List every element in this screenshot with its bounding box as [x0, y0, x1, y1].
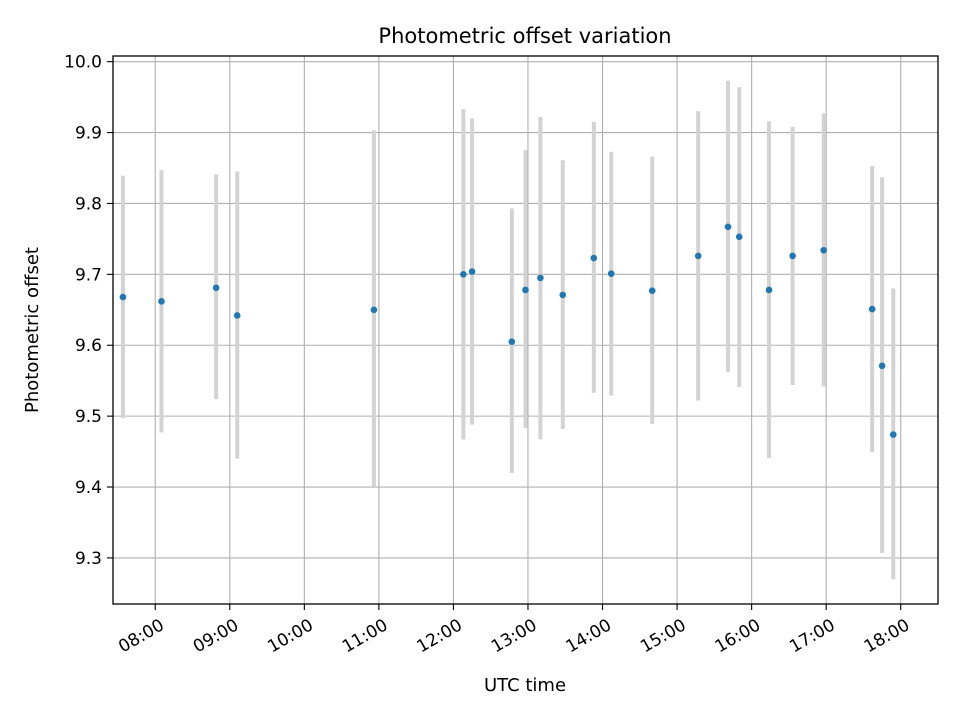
- y-axis-title: Photometric offset: [22, 247, 43, 413]
- data-point: [735, 233, 743, 241]
- y-tick-label: 10.0: [64, 53, 102, 73]
- data-point: [537, 274, 544, 282]
- data-point: [508, 338, 516, 345]
- data-point: [878, 362, 886, 370]
- data-points: [119, 223, 897, 438]
- y-tick-label: 9.6: [75, 336, 102, 356]
- y-tick-label: 9.3: [75, 549, 102, 569]
- data-point: [868, 305, 876, 313]
- data-point: [820, 246, 827, 254]
- data-point: [460, 271, 467, 278]
- data-point: [119, 293, 127, 301]
- data-point: [233, 312, 241, 319]
- data-point: [590, 254, 598, 262]
- data-point: [468, 268, 476, 275]
- chart-title: Photometric offset variation: [378, 24, 671, 48]
- x-axis-title: UTC time: [484, 675, 566, 696]
- data-point: [559, 291, 567, 299]
- data-point: [724, 223, 732, 231]
- data-point: [158, 297, 165, 305]
- data-point: [694, 252, 702, 260]
- y-tick-label: 9.9: [75, 124, 102, 144]
- data-point: [648, 287, 656, 294]
- y-tick-label: 9.4: [75, 478, 102, 498]
- y-tick-label: 9.5: [75, 407, 102, 427]
- y-tick-label: 9.8: [75, 194, 102, 214]
- data-point: [370, 306, 378, 314]
- data-point: [607, 270, 615, 277]
- data-point: [522, 286, 529, 294]
- data-point: [212, 284, 220, 292]
- data-point: [789, 252, 796, 260]
- data-point: [889, 431, 897, 438]
- data-point: [765, 286, 773, 294]
- y-tick-label: 9.7: [75, 265, 102, 285]
- plot-frame: [112, 55, 939, 605]
